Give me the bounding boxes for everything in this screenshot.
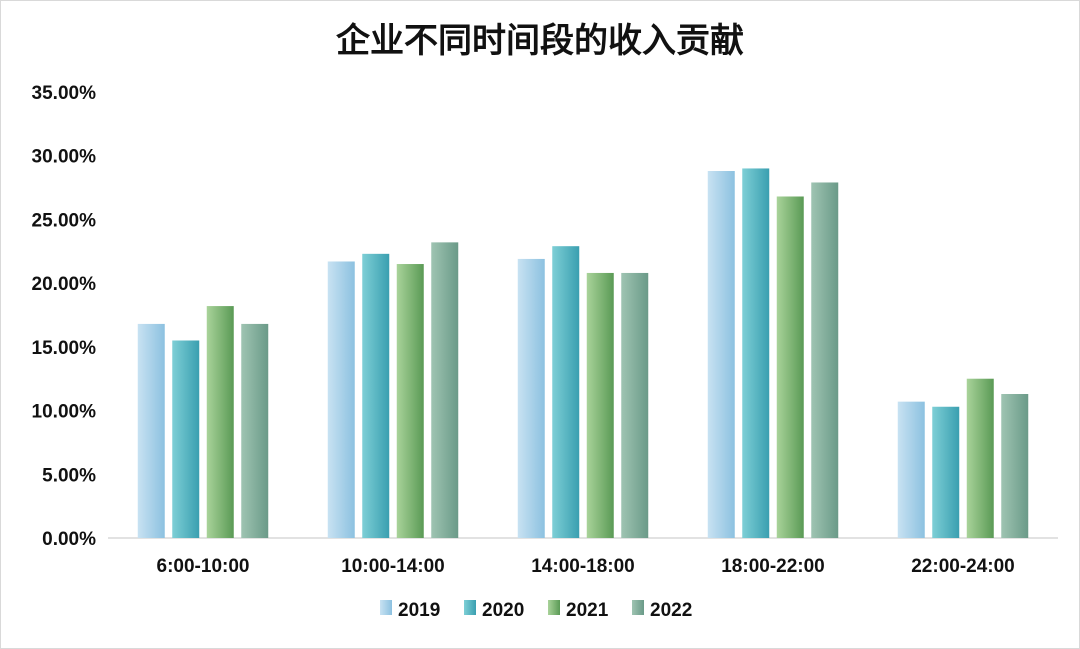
bars — [137, 168, 1029, 538]
bar-2020-10:00-14:00 — [362, 253, 390, 538]
x-tick-label: 22:00-24:00 — [911, 556, 1015, 577]
bar-2019-18:00-22:00 — [707, 171, 735, 538]
bar-2020-22:00-24:00 — [932, 406, 960, 538]
y-tick-label: 35.00% — [32, 83, 97, 104]
legend-swatch-2020 — [464, 600, 476, 615]
y-axis: 0.00% 5.00% 10.00% 15.00% 20.00% 25.00% 30.00%… — [32, 83, 97, 550]
bar-2022-18:00-22:00 — [811, 182, 839, 538]
bar-2021-14:00-18:00 — [586, 272, 614, 538]
legend-swatch-2021 — [548, 600, 560, 615]
bar-2019-6:00-10:00 — [137, 323, 165, 538]
bar-2019-22:00-24:00 — [897, 401, 925, 538]
bar-2020-18:00-22:00 — [742, 168, 770, 538]
y-tick-label: 5.00% — [42, 465, 96, 486]
y-tick-label: 30.00% — [32, 147, 97, 168]
legend-label-2020: 2020 — [482, 600, 524, 621]
legend-label-2021: 2021 — [566, 600, 609, 621]
bar-2021-18:00-22:00 — [776, 196, 804, 538]
x-tick-label: 14:00-18:00 — [531, 556, 635, 577]
x-axis: 6:00-10:00 10:00-14:00 14:00-18:00 18:00-22… — [157, 556, 1015, 577]
legend-swatch-2022 — [632, 600, 644, 615]
legend-label-2019: 2019 — [398, 600, 440, 621]
bar-2020-14:00-18:00 — [552, 246, 580, 538]
bar-2022-22:00-24:00 — [1001, 394, 1029, 538]
y-tick-label: 10.00% — [32, 402, 97, 423]
bar-2021-6:00-10:00 — [206, 306, 234, 538]
bar-2019-14:00-18:00 — [517, 258, 545, 538]
legend-swatch-2019 — [380, 600, 392, 615]
x-tick-label: 10:00-14:00 — [341, 556, 445, 577]
bar-2022-14:00-18:00 — [621, 272, 649, 538]
y-tick-label: 0.00% — [42, 529, 96, 550]
legend: 2019 2020 2021 2022 — [380, 600, 692, 621]
bar-2019-10:00-14:00 — [327, 261, 355, 538]
bar-2022-6:00-10:00 — [241, 323, 269, 538]
x-tick-label: 18:00-22:00 — [721, 556, 825, 577]
bar-2021-10:00-14:00 — [396, 264, 424, 538]
bar-2022-10:00-14:00 — [431, 242, 459, 538]
y-tick-label: 25.00% — [32, 210, 97, 231]
bar-2020-6:00-10:00 — [172, 340, 200, 538]
y-tick-label: 20.00% — [32, 274, 97, 295]
chart-title: 企业不同时间段的收入贡献 — [336, 21, 744, 61]
y-tick-label: 15.00% — [32, 338, 97, 359]
x-tick-label: 6:00-10:00 — [157, 556, 250, 577]
legend-label-2022: 2022 — [650, 600, 692, 621]
bar-2021-22:00-24:00 — [966, 378, 994, 538]
